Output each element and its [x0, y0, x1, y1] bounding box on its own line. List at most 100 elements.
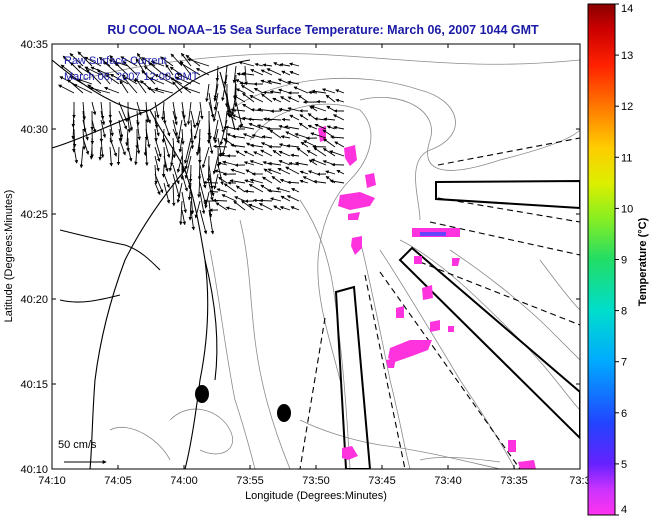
current-vector	[289, 70, 300, 76]
current-vector	[163, 173, 170, 189]
colorbar-tick-label: 9	[621, 255, 627, 267]
current-vector	[208, 164, 214, 190]
current-vector	[229, 179, 246, 184]
current-vector	[314, 123, 327, 130]
current-vector	[244, 65, 248, 86]
current-vector	[267, 188, 282, 193]
current-vector	[280, 135, 291, 139]
current-vector	[206, 155, 211, 183]
y-axis-label: Latitude (Degrees:Minutes)	[3, 190, 15, 323]
current-vector	[308, 159, 318, 166]
x-tick-label: 73:40	[434, 475, 462, 487]
current-vector	[168, 155, 174, 172]
current-vector	[281, 70, 291, 76]
current-vector	[69, 52, 84, 67]
colorbar-tick-label: 12	[621, 101, 633, 113]
current-vector	[179, 200, 183, 226]
current-vector	[181, 101, 186, 119]
current-vector	[235, 88, 246, 94]
current-vector	[77, 65, 93, 76]
current-vector	[154, 146, 161, 162]
current-vector	[85, 68, 102, 85]
current-vector	[257, 107, 273, 112]
current-vector	[241, 71, 255, 76]
station-marker	[195, 385, 209, 403]
current-vector	[217, 153, 228, 158]
current-vector	[163, 155, 169, 172]
current-vector	[154, 128, 158, 142]
current-vector	[154, 119, 160, 137]
current-vector	[161, 164, 166, 178]
current-vector	[72, 128, 77, 148]
current-vector	[335, 98, 345, 103]
current-vector	[116, 146, 121, 166]
current-vector	[267, 79, 282, 85]
current-vector	[148, 62, 165, 76]
current-vector	[287, 96, 300, 103]
x-tick-label: 74:05	[104, 475, 132, 487]
current-vector	[244, 189, 255, 194]
current-vector	[287, 107, 300, 112]
colorbar-tick-label: 6	[621, 408, 627, 420]
current-vector	[69, 75, 84, 85]
current-vector	[248, 184, 264, 193]
current-vector	[100, 119, 107, 138]
current-vector	[172, 137, 177, 159]
current-vector	[243, 150, 255, 157]
current-vector	[190, 110, 197, 129]
current-vector	[136, 110, 140, 126]
current-vector	[313, 147, 327, 157]
current-vector	[291, 188, 300, 193]
current-vector	[237, 124, 255, 130]
current-vector	[221, 194, 237, 202]
current-vector	[233, 74, 237, 100]
x-axis-label: Longitude (Degrees:Minutes)	[245, 490, 387, 502]
current-vector	[194, 200, 201, 219]
current-vector	[181, 146, 185, 173]
current-vector	[269, 129, 282, 139]
current-vector	[150, 60, 165, 67]
colorbar-ticks: 4 5 6 7 8 9 10 11 12 13 14	[615, 3, 633, 516]
current-vector	[134, 146, 138, 166]
current-vector	[262, 90, 273, 95]
current-vector	[208, 101, 215, 118]
current-vector	[251, 134, 264, 139]
current-vector	[154, 137, 162, 158]
current-vector	[127, 110, 134, 131]
current-vector	[278, 107, 291, 112]
current-vector	[310, 132, 327, 139]
current-vector	[197, 173, 201, 198]
y-tick-label: 40:30	[20, 124, 48, 136]
sst-patches	[318, 126, 536, 469]
station-marker	[277, 404, 291, 422]
transect-lines	[299, 137, 580, 469]
current-vector	[127, 119, 132, 133]
current-vector	[186, 101, 192, 125]
current-vector	[114, 62, 129, 76]
current-vector	[299, 179, 309, 184]
current-vector	[172, 119, 179, 137]
current-vector	[71, 119, 75, 140]
current-vector	[253, 87, 264, 94]
current-vector	[249, 143, 264, 148]
current-vector	[119, 80, 129, 94]
current-vector	[172, 101, 178, 121]
current-vector	[306, 150, 318, 157]
colorbar-tick-label: 10	[621, 203, 633, 215]
current-vector	[118, 128, 123, 142]
current-vector	[231, 134, 246, 139]
current-vector	[290, 153, 300, 158]
current-vector	[199, 101, 204, 120]
current-vector	[238, 61, 255, 67]
current-vector	[190, 191, 195, 215]
current-vector	[100, 101, 105, 120]
current-vector	[199, 209, 208, 235]
current-vector	[205, 83, 210, 103]
current-vector	[89, 86, 111, 94]
x-axis-ticks: 74:10 74:05 74:00 73:55 73:50 73:45 73:40 73:35…	[38, 44, 591, 487]
current-vector	[172, 110, 178, 126]
current-vector	[261, 135, 273, 139]
current-vector	[218, 176, 228, 184]
current-vector	[122, 61, 138, 76]
current-vector	[294, 133, 309, 139]
